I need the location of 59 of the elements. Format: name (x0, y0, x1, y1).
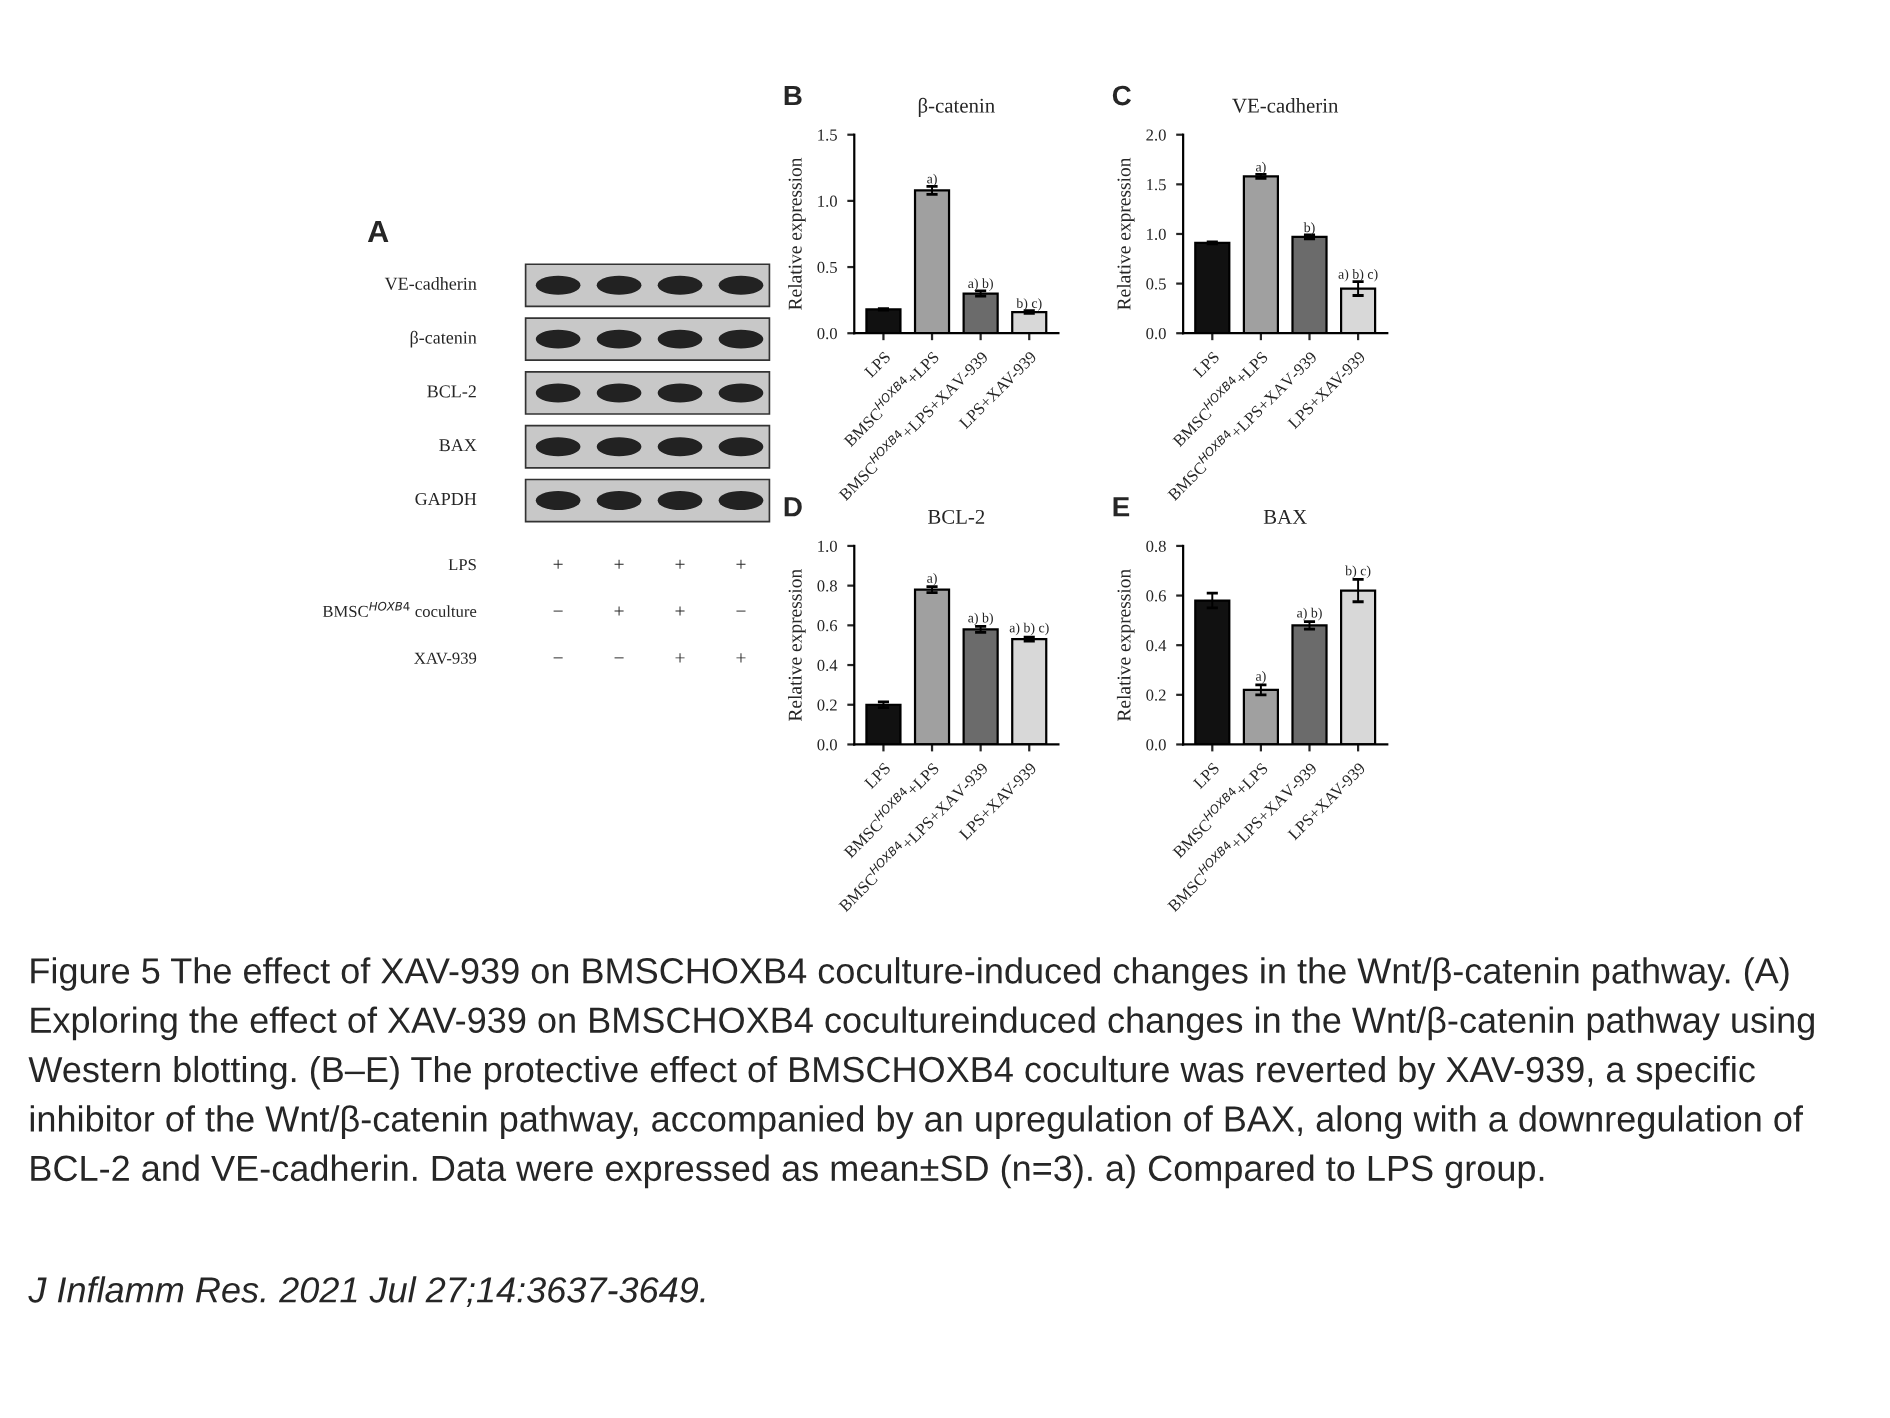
text: + (614, 559, 624, 569)
text: + (614, 606, 624, 616)
y-tick-label: 0.4 (1146, 639, 1167, 652)
text: VE-cadherin (384, 277, 477, 290)
y-tick-label: 0.0 (1146, 327, 1166, 340)
chart-title: β-catenin (918, 97, 995, 117)
text: GAPDH (415, 492, 477, 506)
text: − (553, 657, 563, 659)
x-tick-label: LPS (863, 351, 892, 379)
y-tick-label: 0.2 (817, 699, 837, 711)
y-tick-label: 0.8 (1146, 540, 1166, 552)
chart-subtitle: E (1113, 497, 1130, 517)
y-tick-label: 0.8 (817, 580, 837, 592)
y-tick-label: 1.0 (1147, 228, 1166, 240)
text: + (736, 653, 746, 663)
y-tick-label: 1.5 (818, 129, 837, 141)
chart-title: BAX (1263, 509, 1307, 524)
text: XAV-939 (414, 652, 477, 664)
y-tick-label: 0.0 (1146, 739, 1166, 751)
chart-title: BCL-2 (928, 509, 985, 524)
text: β-catenin (410, 330, 477, 348)
chart-subtitle: B (784, 86, 802, 106)
y-axis-title: Relative expression (1116, 157, 1135, 310)
y-tick-label: 0.5 (817, 261, 837, 274)
chart-subtitle: D (784, 497, 802, 517)
text: + (675, 606, 685, 616)
text: + (675, 653, 685, 663)
y-tick-label: 0.6 (1146, 590, 1166, 602)
text: BCL-2 (427, 385, 476, 398)
text: + (736, 559, 746, 569)
y-axis-title: Relative expression (788, 569, 806, 722)
chart-subtitle: C (1112, 85, 1131, 106)
y-tick-label: 1.0 (818, 195, 837, 207)
text: BMSC$^{HOXB4}$ coculture (322, 601, 477, 618)
y-tick-label: 0.4 (817, 659, 838, 672)
y-tick-label: 2.0 (1146, 129, 1166, 141)
x-tick-label: LPS (863, 762, 892, 790)
text: + (675, 559, 685, 569)
y-tick-label: 0.6 (817, 620, 838, 632)
text: A (367, 220, 389, 242)
text: − (553, 610, 563, 612)
text: − (736, 610, 746, 612)
text: BAX (439, 439, 477, 452)
y-tick-label: 1.0 (818, 540, 837, 552)
y-tick-label: 0.5 (1146, 278, 1166, 290)
caption: Figure 5 The effect of XAV-939 on BMSCHOXB4 coculture-induced changes in the Wnt/β-catenin pathway. (A) Exploring the effect of XAV-939 on BMSCHOXB4 cocultureinduced changes in the Wnt/β-catenin pathway using Western blotting. (B–E) The protective effect of BMSCHOXB4 coculture was reverted by XAV-939, a specific inhibitor of the Wnt/β-catenin pathway, accompanied by an upregulation of BAX, along with a downregulation of BCL-2 and VE-cadherin. Data were expressed as mean±SD (n=3). a) Compared to LPS group. (28, 957, 1814, 1189)
text: − (614, 657, 624, 659)
text: LPS (448, 559, 476, 571)
y-axis-title: Relative expression (1116, 569, 1135, 722)
x-tick-label: LPS (1192, 762, 1220, 790)
y-axis-title: Relative expression (788, 157, 806, 310)
x-tick-label: LPS (1192, 351, 1220, 379)
y-tick-label: 0.0 (817, 327, 837, 340)
y-tick-label: 0.0 (817, 739, 837, 751)
text: J Inflamm Res. 2021 Jul 27;14:3637-3649. (28, 1276, 705, 1307)
chart-title: VE-cadherin (1232, 98, 1339, 113)
y-tick-label: 1.5 (1147, 179, 1166, 191)
text: + (553, 559, 563, 569)
y-tick-label: 0.2 (1146, 689, 1166, 701)
